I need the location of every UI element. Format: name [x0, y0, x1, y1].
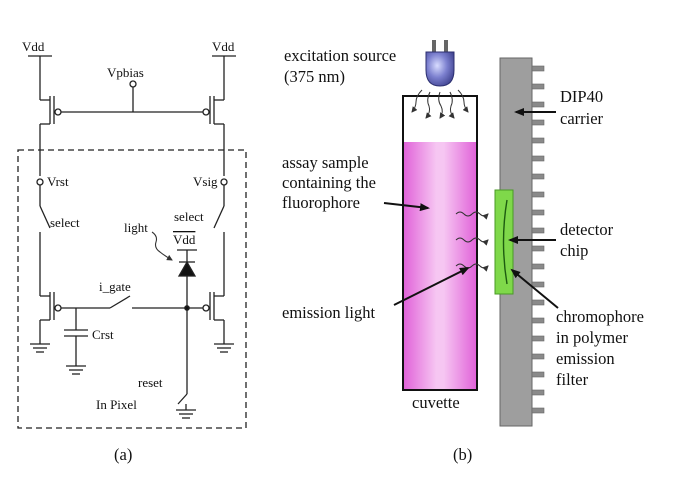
reset-label: reset	[138, 375, 163, 390]
select-right-label: select	[174, 209, 204, 224]
vdd-left-label: Vdd	[22, 39, 45, 54]
pmos-right	[202, 96, 224, 125]
assay-label-2: containing the	[282, 173, 376, 192]
chromophore-label-1: chromophore	[556, 307, 644, 326]
chromophore-label-2: in polymer	[556, 328, 628, 347]
pmos-bottom-right	[202, 292, 234, 353]
light-label: light	[124, 220, 148, 235]
detector-label-1: detector	[560, 220, 614, 239]
photodiode	[177, 249, 197, 394]
circuit-diagram	[17, 55, 247, 429]
excitation-rays	[411, 89, 469, 119]
chromophore-label-3: emission	[556, 349, 615, 368]
emission-waves	[455, 211, 489, 272]
chromophore-label-4: filter	[556, 370, 589, 389]
vrst-label: Vrst	[47, 174, 69, 189]
cuvette-label: cuvette	[412, 393, 460, 412]
select-switch-right	[213, 205, 225, 229]
caption-a: (a)	[114, 445, 132, 464]
pmos-bottom-left	[30, 292, 62, 353]
assay-label-3: fluorophore	[282, 193, 360, 212]
assay-label-1: assay sample	[282, 153, 369, 172]
emission-label: emission light	[282, 303, 375, 322]
select-left-label: select	[50, 215, 80, 230]
vdd-right-label: Vdd	[212, 39, 235, 54]
i-gate-switch	[109, 295, 131, 309]
i-gate-label: i_gate	[99, 279, 131, 294]
crst-capacitor	[64, 308, 88, 375]
crst-label: Crst	[92, 327, 114, 342]
in-pixel-label: In Pixel	[96, 397, 137, 412]
select-switch-left	[39, 205, 51, 229]
excitation-led	[425, 40, 455, 87]
excitation-label-1: excitation source	[284, 46, 396, 65]
vdd-pixel-label: Vdd	[173, 232, 196, 247]
vrst-terminal	[36, 178, 44, 186]
reset-switch	[177, 393, 188, 405]
light-arrow	[151, 231, 173, 261]
vsig-terminal	[220, 178, 228, 186]
in-pixel-boundary	[17, 149, 247, 429]
caption-b: (b)	[453, 445, 472, 464]
cuvette	[402, 95, 478, 391]
assay-sample	[403, 142, 477, 390]
vpbias-terminal	[129, 80, 137, 88]
pmos-left	[40, 96, 62, 125]
chromophore-arrow	[510, 268, 559, 309]
emission-arrow	[393, 267, 470, 306]
assay-arrow	[383, 202, 430, 212]
detector-chip-surface	[502, 199, 508, 285]
carrier-pins	[531, 65, 545, 414]
detector-label-2: chip	[560, 241, 588, 260]
callout-arrows	[383, 108, 559, 309]
dip40-label-2: carrier	[560, 109, 604, 128]
excitation-label-2: (375 nm)	[284, 67, 345, 86]
vsig-label: Vsig	[193, 174, 218, 189]
vpbias-label: Vpbias	[107, 65, 144, 80]
dip40-label-1: DIP40	[560, 87, 603, 106]
